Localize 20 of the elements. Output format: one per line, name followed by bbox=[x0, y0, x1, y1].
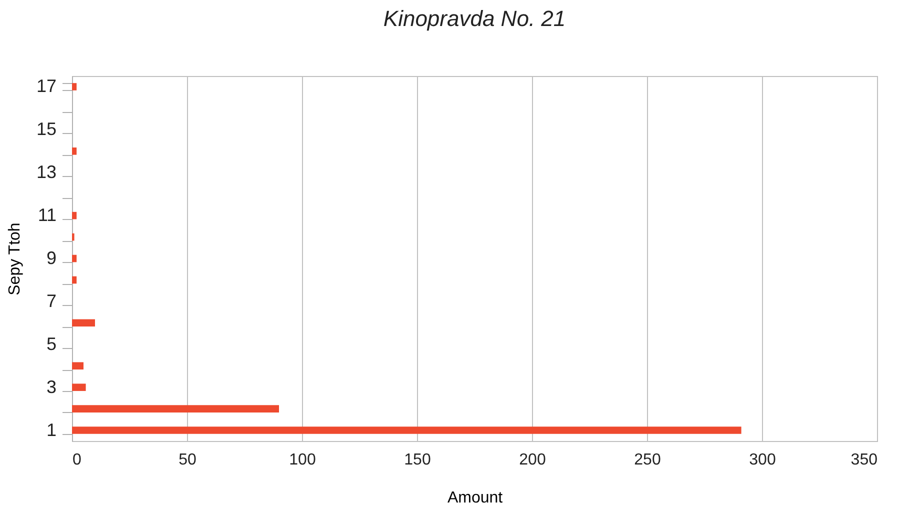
x-tick-label: 250 bbox=[634, 452, 661, 468]
x-tick-label: 300 bbox=[749, 452, 776, 468]
x-tick-label: 50 bbox=[178, 452, 196, 468]
x-tick-label: 150 bbox=[404, 452, 431, 468]
y-tick-label: 17 bbox=[36, 76, 56, 96]
x-tick-label: 0 bbox=[72, 452, 82, 468]
y-tick-label: 11 bbox=[38, 205, 56, 226]
y-axis-title: Sepy Ttoh bbox=[6, 222, 24, 296]
y-tick-label: 1 bbox=[46, 420, 56, 440]
y-tick-label: 9 bbox=[46, 248, 56, 268]
chart-title: Kinopravda No. 21 bbox=[383, 6, 566, 31]
y-tick-label: 15 bbox=[36, 119, 56, 140]
y-tick-label: 5 bbox=[46, 334, 56, 354]
x-tick-label: 350 bbox=[850, 452, 878, 468]
x-axis-title: Amount bbox=[447, 490, 504, 506]
x-tick-label: 200 bbox=[519, 452, 546, 468]
y-tick-label: 13 bbox=[36, 162, 56, 182]
y-tick-label: 7 bbox=[46, 290, 56, 311]
y-tick-label: 3 bbox=[46, 376, 56, 397]
x-tick-label: 100 bbox=[289, 452, 316, 468]
